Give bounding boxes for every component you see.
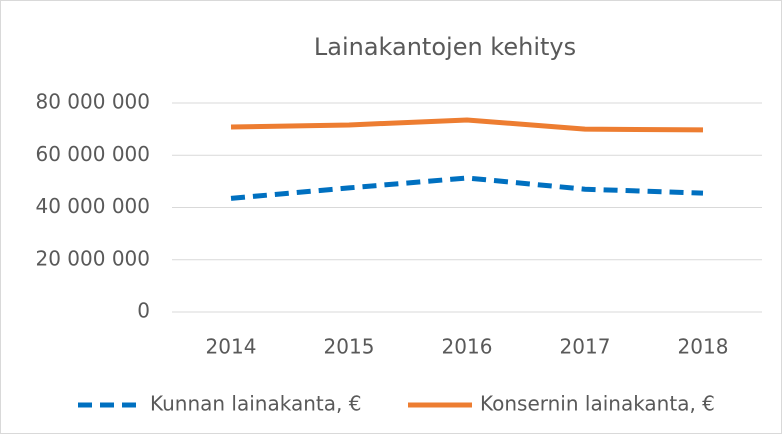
y-tick-label: 20 000 000 [35,246,150,270]
y-tick-label: 0 [137,299,150,323]
series-line [230,117,704,133]
x-tick-label: 2014 [206,335,257,359]
x-tick-label: 2017 [560,335,611,359]
x-tick-label: 2018 [678,335,729,359]
legend-label: Konsernin lainakanta, € [480,392,715,416]
y-tick-label: 60 000 000 [35,142,150,166]
x-tick-label: 2016 [442,335,493,359]
legend-label: Kunnan lainakanta, € [150,392,361,416]
y-tick-label: 80 000 000 [35,90,150,114]
x-tick-label: 2015 [324,335,375,359]
chart-title: Lainakantojen kehitys [314,33,576,61]
series-line [230,175,704,201]
y-tick-label: 40 000 000 [35,194,150,218]
